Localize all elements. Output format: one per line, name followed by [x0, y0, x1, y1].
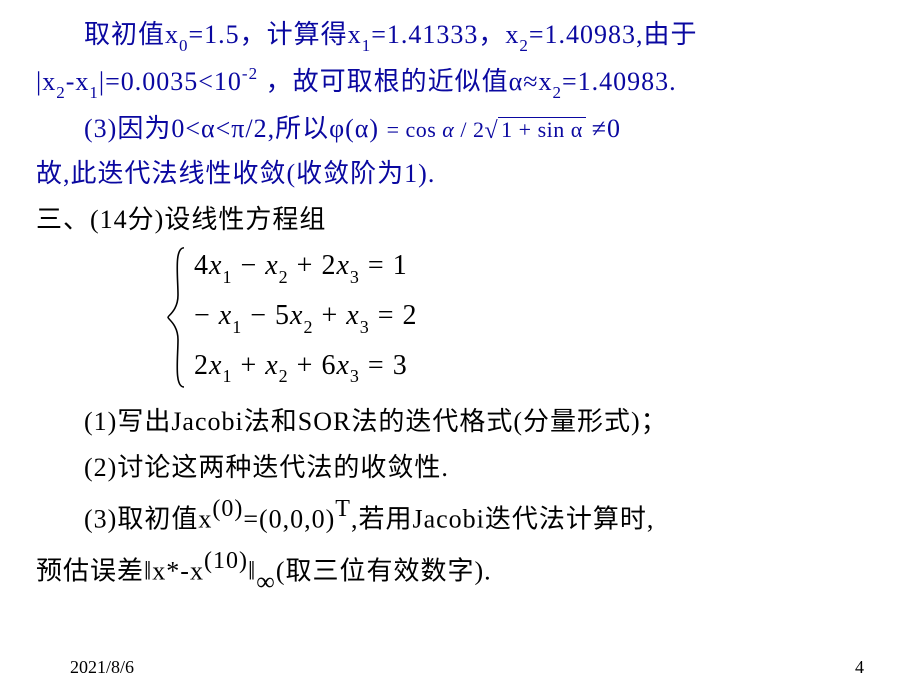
- l2-supneg: -2: [242, 64, 258, 83]
- l2-post: ，故可取根的近似值α≈x: [258, 67, 552, 96]
- l2-tail: =1.40983.: [562, 67, 677, 96]
- l3-part1: (3)因为0<α<π/2,所以φ(α): [84, 114, 379, 143]
- equation-2: − x1 − 5x2 + x3 = 2: [194, 300, 418, 336]
- q3b-tail: (取三位有效数字).: [276, 557, 492, 586]
- l1-mid2: =1.41333，x: [371, 20, 519, 49]
- equation-3: 2x1 + x2 + 6x3 = 3: [194, 350, 418, 386]
- equation-1: 4x1 − x2 + 2x3 = 1: [194, 250, 418, 286]
- q3b-inf: ∞: [256, 567, 276, 596]
- footer-date: 2021/8/6: [70, 657, 134, 678]
- question-2: (2)讨论这两种迭代法的收敛性.: [36, 445, 884, 491]
- expr-alpha: α: [442, 117, 454, 142]
- q3a-mid: =(0,0,0): [243, 505, 335, 534]
- l1-mid1: =1.5，计算得x: [189, 20, 362, 49]
- l1-sub2: 2: [519, 36, 529, 55]
- slide: 取初值x0=1.5，计算得x1=1.41333，x2=1.40983,由于 |x…: [0, 0, 920, 690]
- brace-icon: [166, 246, 188, 389]
- l2-sub2: 2: [56, 83, 66, 102]
- q3b-pre: 预估误差‖x*-x: [36, 557, 204, 586]
- l1-sub0: 0: [179, 36, 189, 55]
- l1-tail: =1.40983,由于: [529, 20, 698, 49]
- sqrt-inner: 1 + sin α: [498, 117, 586, 141]
- l1-sub1: 1: [362, 36, 372, 55]
- expr-pre: = cos: [387, 117, 437, 142]
- text-line-3: (3)因为0<α<π/2,所以φ(α) = cos α / 2√1 + sin …: [36, 106, 884, 152]
- q3a-tail: ,若用Jacobi迭代法计算时,: [351, 505, 654, 534]
- left-brace: [166, 246, 188, 389]
- l1-prefix: 取初值x: [84, 20, 179, 49]
- question-1: (1)写出Jacobi法和SOR法的迭代格式(分量形式)；: [36, 399, 884, 445]
- expr-mid: / 2: [460, 117, 484, 142]
- equation-rows: 4x1 − x2 + 2x3 = 1 − x1 − 5x2 + x3 = 2 2…: [188, 246, 418, 389]
- l2-open: |x: [36, 67, 56, 96]
- q3a-supT: T: [335, 496, 351, 522]
- question-3b: 预估误差‖x*-x(10)‖∞(取三位有效数字).: [36, 542, 884, 600]
- footer-page: 4: [855, 657, 864, 678]
- l2-close: |=0.0035<10: [99, 67, 242, 96]
- q3a-pre: (3)取初值x: [84, 505, 212, 534]
- text-line-2: |x2-x1|=0.0035<10-2 ，故可取根的近似值α≈x2=1.4098…: [36, 59, 884, 106]
- question-3a: (3)取初值x(0)=(0,0,0)T,若用Jacobi迭代法计算时,: [36, 490, 884, 542]
- equation-system: 4x1 − x2 + 2x3 = 1 − x1 − 5x2 + x3 = 2 2…: [166, 246, 884, 389]
- section-heading: 三、(14分)设线性方程组: [36, 197, 884, 243]
- l3-neq: ≠0: [592, 114, 621, 143]
- text-line-4: 故,此迭代法线性收敛(收敛阶为1).: [36, 151, 884, 197]
- q3a-sup0: (0): [212, 496, 243, 522]
- phi-expression: = cos α / 2√1 + sin α: [387, 117, 592, 142]
- l2-minus: -x: [66, 67, 90, 96]
- q3b-sup10: (10): [204, 548, 248, 574]
- text-line-1: 取初值x0=1.5，计算得x1=1.41333，x2=1.40983,由于: [36, 12, 884, 59]
- l2-sub1: 1: [89, 83, 99, 102]
- sqrt-icon: √: [484, 118, 498, 144]
- l2-subx2: 2: [553, 83, 563, 102]
